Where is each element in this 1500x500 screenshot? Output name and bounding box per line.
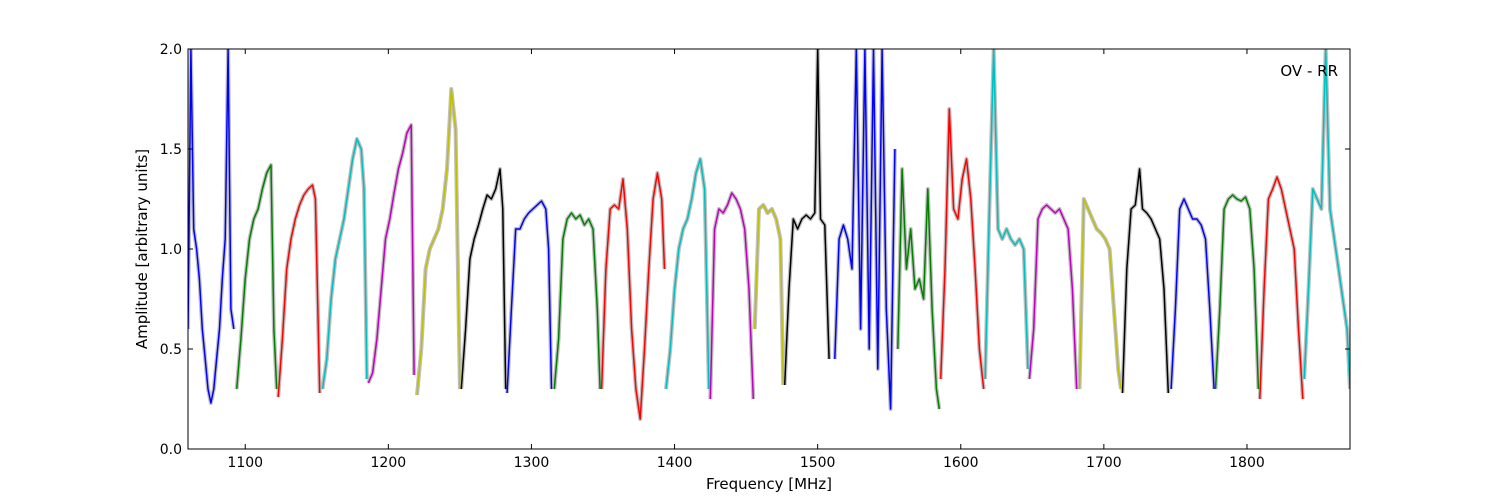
series-line-1 [188,49,235,404]
series-line-19 [1028,204,1078,390]
y-tick-label: 0.5 [160,342,182,358]
series-line-4 [321,138,368,390]
series-line-9 [553,212,601,390]
x-tick-label: 1100 [227,455,263,471]
series-line-2 [235,164,278,390]
plot-area [188,49,1350,449]
y-tick-label: 1.0 [160,242,182,258]
series-line-5 [367,124,415,384]
series-line-14 [783,49,830,386]
x-tick-label: 1200 [371,455,407,471]
x-tick-label: 1800 [1229,455,1265,471]
series-layer [188,49,1350,420]
series-line-25 [1303,49,1350,390]
series-line-3 [277,184,321,398]
series-line-16 [897,168,941,410]
x-tick-label: 1600 [943,455,979,471]
series-line-17 [939,108,985,390]
x-tick-label: 1400 [657,455,693,471]
tick-layer: 1100 1200 1300 1400 1500 1600 1700 1800 0.0 0.5 1.… [160,42,1350,471]
y-tick-label: 2.0 [160,42,182,58]
y-tick-label: 1.5 [160,142,182,158]
series-line-7 [460,168,507,390]
series-line-12 [709,192,755,400]
series-line-11 [665,158,710,390]
series-line-10 [600,172,666,420]
series-line-13 [753,204,785,386]
x-tick-label: 1700 [1086,455,1122,471]
series-line-23 [1214,194,1260,390]
y-axis-label: Amplitude [arbitrary units] [133,149,151,349]
series-line-6 [416,88,461,396]
x-axis-label: Frequency [MHz] [706,475,832,493]
series-line-22 [1170,198,1215,390]
series-line-20 [1078,198,1122,390]
series-line-24 [1259,176,1304,400]
plot-annotation: OV - RR [1280,62,1338,80]
series-line-18 [984,49,1029,380]
x-tick-label: 1500 [800,455,836,471]
series-line-15 [834,49,896,410]
x-tick-label: 1300 [514,455,550,471]
y-tick-label: 0.0 [160,442,182,458]
series-line-21 [1121,168,1170,394]
series-line-8 [506,200,553,394]
